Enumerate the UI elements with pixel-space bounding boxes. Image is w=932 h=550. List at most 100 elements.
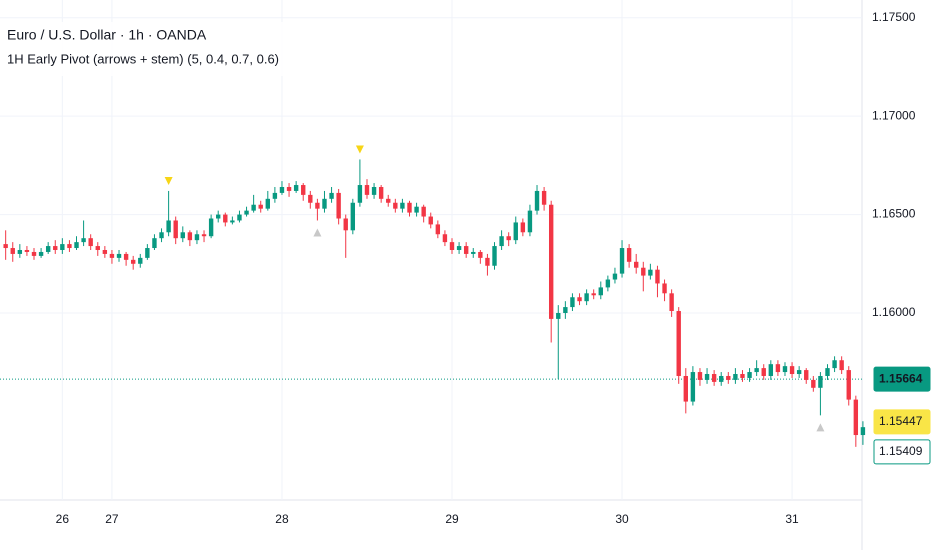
candle-body [45, 246, 51, 252]
candle-body [10, 248, 15, 254]
candle-body [775, 364, 781, 373]
candle-body [563, 307, 568, 313]
candle-body [230, 220, 235, 223]
candle-body [109, 253, 115, 258]
candle-body [789, 366, 795, 375]
candle-body [407, 202, 412, 213]
candle-body [265, 198, 270, 209]
candle-body [414, 206, 419, 213]
candle-body [386, 198, 391, 203]
candle-body [641, 267, 646, 276]
candle-body [258, 204, 263, 209]
candle-body [697, 372, 703, 380]
candle-body [237, 214, 242, 221]
pivot-high-arrow [355, 145, 364, 154]
candle-body [102, 250, 108, 254]
candle-body [577, 297, 582, 302]
price-label: 1.15409 [879, 444, 923, 458]
candle-body [655, 269, 660, 284]
candle-body [747, 372, 752, 378]
candle-body [329, 192, 334, 199]
candle-body [520, 222, 526, 233]
candle-body [400, 202, 405, 209]
candle-body [513, 222, 518, 241]
candle-body [591, 293, 596, 296]
candle-body [67, 244, 72, 249]
candle-body [378, 187, 384, 199]
candle-body [173, 220, 178, 239]
candle-body [208, 218, 214, 237]
candle-body [38, 251, 44, 256]
y-tick-label: 1.16000 [872, 305, 916, 319]
x-tick-label: 31 [785, 512, 799, 526]
candle-body [336, 192, 341, 219]
candle-body [166, 220, 171, 233]
candle-body [88, 238, 93, 247]
candle-body [74, 242, 79, 249]
candle-body [761, 368, 766, 376]
candle-body [343, 218, 348, 231]
title-bg [0, 22, 285, 76]
candle-body [116, 253, 122, 258]
candle-body [3, 244, 8, 249]
candle-body [478, 251, 483, 258]
candle-body [428, 216, 433, 225]
candle-body [138, 257, 143, 264]
candle-body [31, 251, 37, 256]
candle-body [194, 234, 200, 241]
candle-body [123, 253, 129, 260]
candle-body [726, 375, 731, 380]
candle-body [223, 214, 228, 223]
x-tick-label: 26 [56, 512, 70, 526]
candle-body [541, 190, 547, 205]
x-tick-label: 29 [445, 512, 459, 526]
candle-body [711, 374, 717, 382]
candle-body [293, 185, 299, 191]
candle-body [556, 312, 561, 319]
candle-body [315, 202, 320, 209]
candle-body [152, 238, 157, 249]
chart-title: Euro / U.S. Dollar · 1h · OANDA [7, 27, 207, 43]
candle-body [548, 204, 554, 319]
x-tick-label: 28 [275, 512, 289, 526]
candle-body [499, 236, 504, 247]
candle-body [846, 370, 851, 400]
candle-body [463, 246, 469, 254]
candle-body [244, 210, 249, 215]
price-label: 1.15664 [879, 371, 923, 385]
candle-body [683, 375, 688, 402]
candle-body [357, 185, 363, 203]
candle-body [719, 375, 724, 382]
candle-body [626, 248, 632, 262]
candle-body [690, 372, 696, 402]
candle-body [145, 248, 150, 258]
candle-body [818, 375, 823, 388]
y-tick-label: 1.17500 [872, 10, 916, 24]
candle-body [95, 246, 100, 250]
candle-body [159, 232, 164, 239]
candle-body [669, 293, 674, 312]
pivot-low-arrow [816, 423, 825, 432]
candle-body [782, 366, 788, 373]
candle-body [272, 192, 278, 199]
candle-body [605, 279, 611, 288]
chart-subtitle: 1H Early Pivot (arrows + stem) (5, 0.4, … [7, 51, 279, 66]
candle-body [187, 232, 193, 241]
pivot-high-arrow [164, 176, 173, 185]
candle-body [53, 246, 58, 250]
candle-body [286, 187, 292, 191]
candle-body [634, 261, 639, 268]
candle-body [860, 427, 866, 436]
candle-body [435, 224, 441, 235]
candle-body [485, 257, 490, 266]
candle-body [648, 269, 653, 276]
candle-body [24, 250, 30, 252]
price-label-box [873, 439, 931, 465]
candle-body [676, 311, 681, 376]
candle-body [832, 360, 837, 369]
candle-body [442, 234, 448, 243]
candle-body [201, 234, 207, 237]
candle-body [662, 283, 667, 294]
